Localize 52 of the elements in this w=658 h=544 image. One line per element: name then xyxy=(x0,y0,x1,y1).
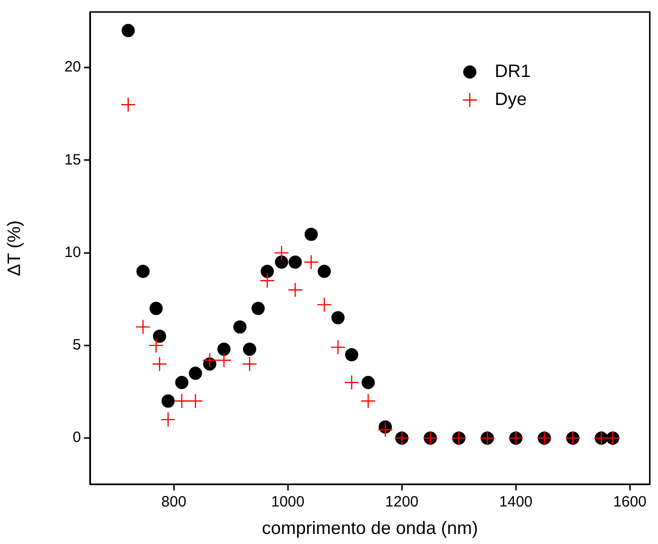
point xyxy=(274,255,288,269)
point xyxy=(331,311,345,324)
point xyxy=(135,319,151,335)
point xyxy=(344,374,360,390)
y-tick-label: 5 xyxy=(72,336,81,354)
point xyxy=(362,376,375,390)
point xyxy=(152,330,166,343)
point xyxy=(274,245,290,260)
y-tick-label: 20 xyxy=(64,58,81,76)
point xyxy=(243,342,256,356)
point xyxy=(188,366,202,380)
legend-label: Dye xyxy=(494,88,527,109)
point xyxy=(162,394,175,408)
point xyxy=(304,228,318,241)
legend-label: DR1 xyxy=(494,60,531,81)
x-tick-label: 1400 xyxy=(499,494,533,511)
point xyxy=(188,393,204,409)
point xyxy=(233,320,247,334)
point xyxy=(175,376,188,390)
x-tick-label: 800 xyxy=(161,494,186,511)
point xyxy=(152,356,168,372)
point xyxy=(136,264,150,278)
x-tick-label: 1600 xyxy=(613,494,647,511)
point xyxy=(252,302,265,316)
point xyxy=(316,297,332,312)
point xyxy=(160,412,176,428)
point xyxy=(288,255,302,269)
point xyxy=(330,340,346,355)
point xyxy=(148,338,164,354)
point xyxy=(174,393,190,409)
x-axis-title: comprimento de onda (nm) xyxy=(262,518,478,538)
point xyxy=(304,254,319,270)
point xyxy=(260,273,275,288)
y-tick-label: 15 xyxy=(64,151,81,168)
y-tick-label: 10 xyxy=(64,244,81,261)
point xyxy=(345,348,358,362)
point xyxy=(202,352,218,368)
x-tick-label: 1000 xyxy=(271,494,304,511)
point xyxy=(318,264,331,278)
point xyxy=(216,352,232,368)
point xyxy=(150,302,163,316)
point xyxy=(360,393,376,409)
point xyxy=(217,342,231,356)
point xyxy=(288,282,303,298)
point xyxy=(242,356,258,372)
x-tick-label: 1200 xyxy=(385,494,419,511)
y-axis-title: ΔT (%) xyxy=(4,220,24,276)
y-tick-label: 0 xyxy=(72,429,81,446)
point xyxy=(122,24,135,38)
point xyxy=(260,264,274,278)
point xyxy=(378,422,393,438)
point xyxy=(120,97,136,112)
